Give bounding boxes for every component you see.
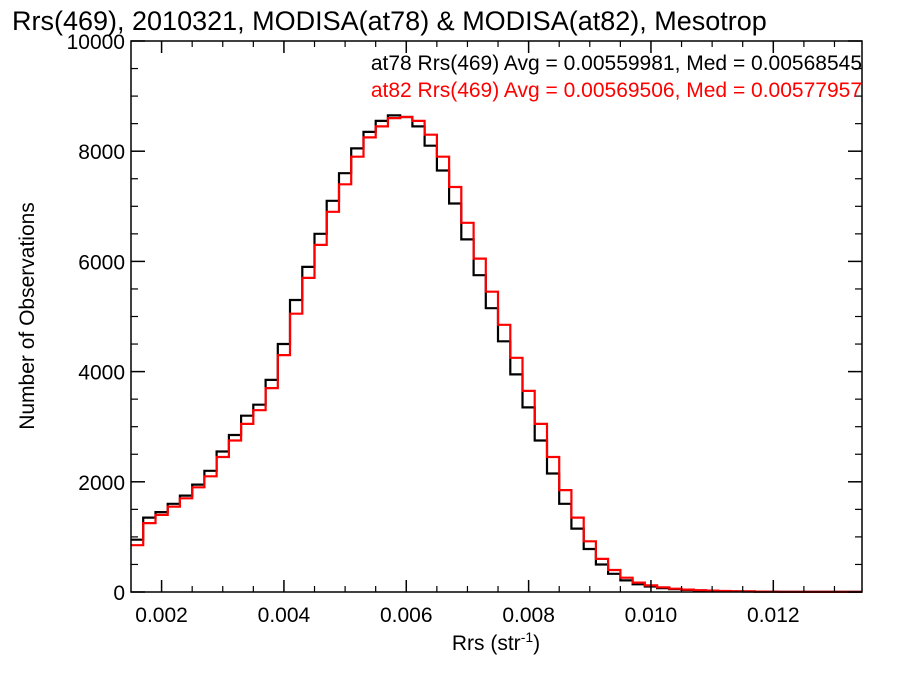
x-tick-label: 0.004 <box>258 604 311 627</box>
x-tick-label: 0.012 <box>747 604 800 627</box>
y-tick-label: 10000 <box>67 31 125 54</box>
x-tick-label: 0.002 <box>135 604 188 627</box>
annotation-text-2: at82 Rrs(469) Avg = 0.00569506, Med = 0.… <box>371 79 862 102</box>
series-line-2 <box>131 115 862 593</box>
x-tick-label: 0.008 <box>502 604 555 627</box>
x-axis-label-superscript: -1 <box>521 629 534 645</box>
chart-title: Rrs(469), 2010321, MODISA(at78) & MODISA… <box>12 6 767 36</box>
x-axis-label: Rrs (str-1) <box>452 629 540 655</box>
y-tick-label: 0 <box>113 582 125 605</box>
series-layer <box>131 114 862 593</box>
y-tick-label: 2000 <box>78 472 125 495</box>
ticks-layer: 0.002 0.004 0.006 0.008 0.010 0.012 0 2000 4000 6… <box>67 31 862 627</box>
plot-frame <box>130 40 863 593</box>
y-axis-label: Number of Observations <box>16 202 39 430</box>
y-tick-label: 8000 <box>78 141 125 164</box>
series-line-1 <box>131 114 862 593</box>
annotations: at78 Rrs(469) Avg = 0.00559981, Med = 0.… <box>371 52 862 102</box>
annotation-text-1: at78 Rrs(469) Avg = 0.00559981, Med = 0.… <box>371 52 862 75</box>
y-tick-label: 4000 <box>78 362 125 385</box>
x-tick-label: 0.006 <box>380 604 433 627</box>
x-tick-label: 0.010 <box>625 604 678 627</box>
y-tick-label: 6000 <box>78 251 125 274</box>
